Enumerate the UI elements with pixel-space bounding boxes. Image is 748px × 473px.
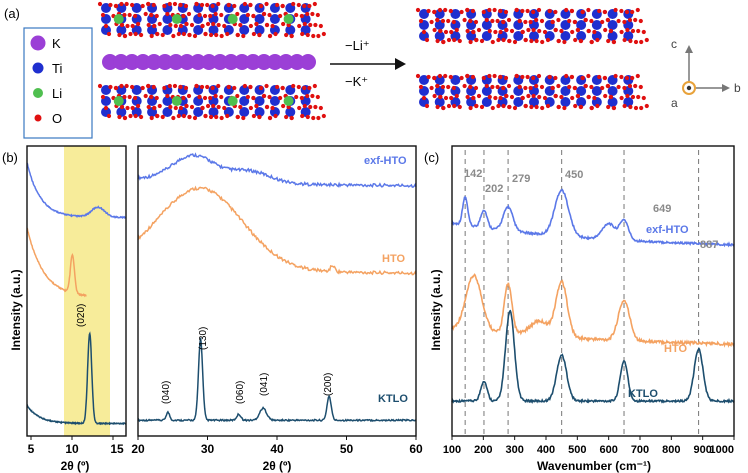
raman-peak-887: 887 (700, 239, 718, 251)
raman-peak-450: 450 (565, 169, 583, 181)
legend-o-swatch (34, 114, 42, 122)
ktlo-raman-curve (451, 309, 735, 404)
raman-tick-500: 500 (568, 444, 586, 456)
peak-label-020: (020) (76, 304, 87, 327)
peak-label-130: (130) (198, 327, 209, 350)
panel-b-ylabel: Intensity (a.u.) (9, 269, 23, 350)
reaction-arrow: −Li⁺ −K⁺ (330, 38, 406, 89)
peak-label-060: (060) (235, 381, 246, 404)
legend-o: O (52, 111, 62, 126)
ktlo-structure-illustration (97, 1, 326, 121)
crystal-axes: c a b (671, 37, 741, 110)
raman-tick-300: 300 (505, 444, 523, 456)
hto-structure-illustration (415, 7, 649, 111)
raman-peak-649: 649 (653, 203, 671, 215)
tick-50: 50 (340, 442, 354, 456)
peak-label-040: (040) (161, 381, 172, 404)
panel-c-label: (c) (424, 150, 439, 165)
high-angle-xlabel: 2θ (º) (263, 459, 292, 473)
curve-label-ktlo: KTLO (378, 393, 408, 405)
raman-plot: 142 202 279 450 649 887 exf-HTO HTO KTLO… (443, 145, 735, 473)
xrd-low-angle-plot: (020) 5 10 15 2θ (º) (26, 145, 127, 473)
low-angle-ktlo-curve (26, 331, 127, 426)
peak-label-200: (200) (323, 373, 334, 396)
tick-10: 10 (65, 442, 79, 456)
curve-label-hto: HTO (382, 253, 405, 265)
legend-ti-swatch (32, 62, 44, 74)
raman-tick-900: 900 (693, 444, 711, 456)
raman-tick-400: 400 (537, 444, 555, 456)
low-angle-frame (26, 145, 127, 437)
raman-label-exf-hto: exf-HTO (646, 224, 689, 236)
raman-tick-800: 800 (662, 444, 680, 456)
raman-frame (451, 145, 735, 437)
legend-li: Li (52, 86, 62, 101)
panel-a-label: (a) (4, 6, 20, 21)
arrow-label-k: −K⁺ (345, 74, 368, 89)
axis-c-label: c (671, 37, 677, 51)
peak-label-041: (041) (259, 373, 270, 396)
legend-ti: Ti (52, 61, 62, 76)
raman-label-hto: HTO (664, 343, 687, 355)
raman-tick-600: 600 (599, 444, 617, 456)
high-angle-frame (137, 145, 417, 437)
legend-k: K (52, 36, 61, 51)
raman-peak-202: 202 (485, 183, 503, 195)
curve-label-exf-hto: exf-HTO (364, 155, 407, 167)
arrow-label-li: −Li⁺ (345, 38, 370, 53)
tick-30: 30 (201, 442, 215, 456)
axis-b-label: b (734, 81, 741, 95)
raman-tick-1000: 1000 (710, 444, 734, 456)
axis-a-label: a (671, 96, 678, 110)
exf-hto-raman-curve (451, 188, 735, 248)
raman-peak-142: 142 (464, 168, 482, 180)
raman-peak-279: 279 (512, 173, 530, 185)
panel-b-label: (b) (2, 150, 18, 165)
raman-label-ktlo: KTLO (628, 388, 658, 400)
xrd-high-angle-plot: exf-HTO HTO KTLO (040) (130) (060) (041)… (131, 145, 423, 473)
legend-k-swatch (30, 35, 46, 51)
raman-xlabel: Wavenumber (cm⁻¹) (537, 459, 651, 473)
tick-60: 60 (409, 442, 423, 456)
panel-c-ylabel: Intensity (a.u.) (429, 269, 443, 350)
low-angle-xlabel: 2θ (º) (61, 459, 90, 473)
tick-20: 20 (131, 442, 145, 456)
legend-li-swatch (33, 88, 43, 98)
tick-15: 15 (110, 442, 124, 456)
raman-tick-700: 700 (631, 444, 649, 456)
exf-hto-xrd-curve (137, 152, 417, 188)
atom-legend: K Ti Li O (23, 27, 93, 139)
hto-xrd-curve (137, 185, 417, 276)
raman-tick-100: 100 (443, 444, 461, 456)
raman-tick-200: 200 (474, 444, 492, 456)
tick-5: 5 (28, 442, 35, 456)
ktlo-xrd-curve (137, 337, 417, 423)
tick-40: 40 (270, 442, 284, 456)
low-angle-hto-curve (26, 227, 87, 298)
low-angle-exf-hto-curve (26, 162, 127, 219)
hto-raman-curve (451, 273, 735, 348)
